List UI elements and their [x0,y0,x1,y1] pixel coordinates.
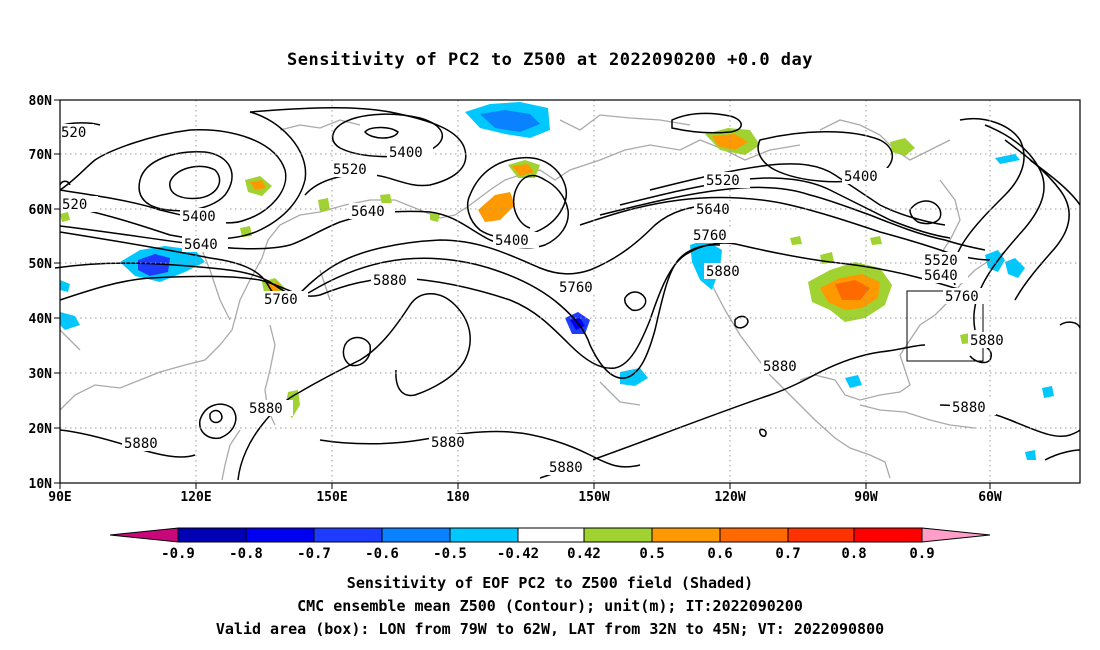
contour-label: 520 [61,125,86,141]
contour-label: 5880 [763,359,797,375]
colorbar-box [245,527,315,543]
contour-label: 5880 [952,400,986,416]
contour-label: 5400 [844,169,878,185]
contour-label: 5400 [182,209,216,225]
map-title: Sensitivity of PC2 to Z500 at 2022090200… [286,50,813,70]
contour-label: 5520 [706,173,740,189]
colorbar-label: -0.7 [297,546,331,562]
colorbar-box [719,527,789,543]
map-frame [59,99,1081,484]
contour-label: 5520 [333,162,367,178]
contour-label: 5880 [549,460,583,476]
contour-label: 5880 [249,401,283,417]
contour-label: 5640 [924,268,958,284]
lon-label: 120E [180,490,211,505]
contour-label: 5880 [431,435,465,451]
contour-label: 5640 [184,237,218,253]
lat-label: 20N [29,422,53,437]
latitude-labels: 80N 70N 60N 50N 40N 30N 20N 10N [29,94,53,492]
colorbar-label: 0.8 [841,546,866,562]
lon-label: 180 [446,490,470,505]
contour-label: 5640 [351,204,385,220]
lat-label: 50N [29,257,53,272]
lat-label: 10N [29,477,53,492]
colorbar-label: -0.9 [161,546,195,562]
colorbar-label: -0.6 [365,546,399,562]
colorbar-box [583,527,653,543]
lon-label: 90W [854,490,878,505]
colorbar-label: -0.42 [497,546,539,562]
lon-label: 90E [48,490,71,505]
colorbar-label: 0.9 [909,546,934,562]
caption-contour: CMC ensemble mean Z500 (Contour); unit(m… [297,597,803,615]
contour-label: 5400 [389,145,423,161]
colorbar: -0.9 -0.8 -0.7 -0.6 -0.5 -0.42 0.42 0.5 … [109,527,991,562]
contour-label: 5760 [945,289,979,305]
contour-label: 5520 [924,253,958,269]
contour-label: 5760 [559,280,593,296]
colorbar-box [381,527,451,543]
lat-label: 40N [29,312,53,327]
colorbar-label: 0.5 [639,546,664,562]
contour-label: 5880 [970,333,1004,349]
colorbar-label: -0.8 [229,546,263,562]
colorbar-box [787,527,855,543]
contour-label: 5640 [696,202,730,218]
contour-label: 5880 [706,264,740,280]
lat-label: 60N [29,203,53,218]
contour-label: 5880 [373,273,407,289]
caption-shaded: Sensitivity of EOF PC2 to Z500 field (Sh… [346,574,754,592]
colorbar-box [449,527,519,543]
colorbar-box [517,527,585,543]
colorbar-box [313,527,383,543]
lat-label: 30N [29,367,53,382]
lon-label: 120W [714,490,745,505]
contour-label: 5760 [693,228,727,244]
colorbar-box [651,527,721,543]
colorbar-box [177,527,247,543]
contour-label: 5760 [264,292,298,308]
colorbar-label: 0.7 [775,546,800,562]
contour-labels: 520 5400 5520 5400 520 5640 5640 5400 55… [60,124,1014,476]
caption-valid-area: Valid area (box): LON from 79W to 62W, L… [215,620,885,638]
axis-ticks [54,99,991,489]
contour-label: 5400 [495,233,529,249]
lon-label: 60W [978,490,1002,505]
sensitivity-shading [60,102,1054,460]
lat-label: 70N [29,148,53,163]
colorbar-label: -0.5 [433,546,467,562]
lat-label: 80N [29,94,53,109]
contour-label: 520 [62,197,87,213]
colorbar-label: 0.42 [567,546,601,562]
longitude-labels: 90E 120E 150E 180 150W 120W 90W 60W [48,490,1002,505]
contour-label: 5880 [124,436,158,452]
colorbar-low-triangle [109,527,179,543]
colorbar-label: 0.6 [707,546,732,562]
grid [60,100,1080,483]
lon-label: 150E [316,490,347,505]
colorbar-box [853,527,923,543]
lon-label: 150W [578,490,609,505]
colorbar-high-triangle [921,527,991,543]
